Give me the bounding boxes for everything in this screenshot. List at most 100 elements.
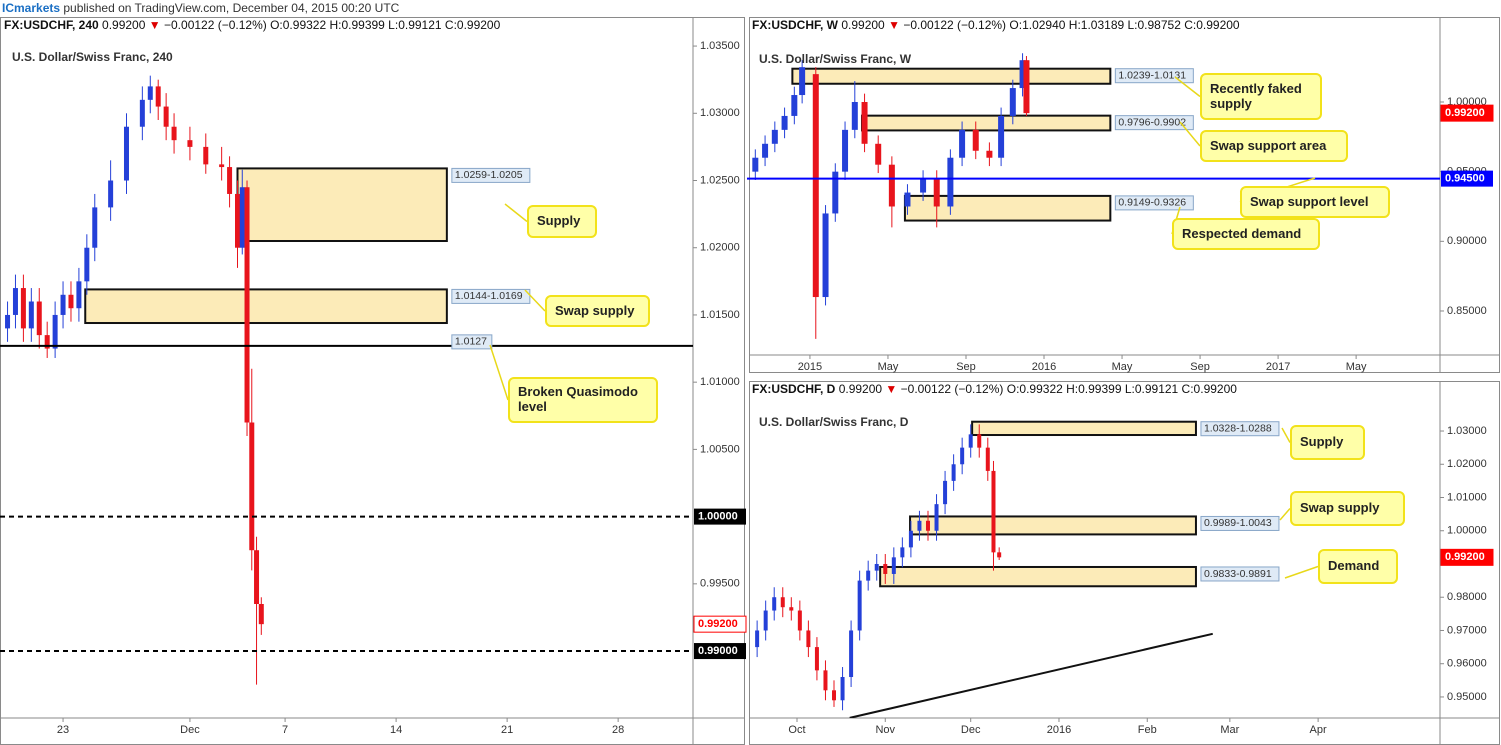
zone-label-box — [1200, 566, 1280, 582]
axis-tag-label: 0.99000 — [698, 645, 738, 657]
last-price: 0.99200 — [839, 382, 883, 396]
candle-body — [60, 294, 66, 315]
price-tag — [1440, 548, 1494, 566]
axis-tag — [1441, 170, 1493, 187]
x-tick-label: Sep — [956, 361, 976, 373]
candle-body — [874, 563, 879, 571]
candle-body — [244, 187, 250, 423]
x-tick-label: 7 — [282, 724, 288, 736]
x-tick-label: Sep — [1190, 361, 1210, 373]
callout-pointer — [1284, 565, 1319, 579]
candle-body — [781, 115, 788, 130]
x-tick-label: 2016 — [1047, 724, 1071, 736]
change-arrow: ▼ — [149, 18, 161, 32]
candle-body — [28, 301, 34, 329]
candle-body — [84, 247, 90, 282]
y-tick-label: 1.00000 — [1447, 525, 1487, 537]
zone-label-box — [451, 167, 531, 183]
callout: Supply — [527, 205, 597, 238]
x-tick-label: Feb — [1138, 724, 1157, 736]
zone-label: 1.0328-1.0288 — [1204, 422, 1272, 434]
candle-body — [908, 530, 913, 548]
last-price: 0.99200 — [102, 18, 146, 32]
candle-body — [822, 213, 829, 298]
level-label: 1.0127 — [455, 336, 487, 348]
candle-body — [840, 677, 845, 701]
candle-body — [891, 557, 896, 574]
callout: Swap support area — [1200, 130, 1348, 162]
candle-body — [258, 603, 264, 625]
zone-label: 0.9833-0.9891 — [1204, 568, 1272, 580]
candle-body — [44, 335, 50, 349]
y-tick-label: 1.02000 — [1447, 458, 1487, 470]
candle-body — [239, 187, 245, 248]
author: ICmarkets — [2, 1, 60, 15]
x-tick-label: May — [1112, 361, 1133, 373]
zone — [879, 565, 1197, 588]
candle-body — [780, 597, 785, 608]
symbol: FX:USDCHF, D — [752, 382, 836, 396]
chart-title: U.S. Dollar/Swiss Franc, W — [759, 52, 912, 66]
y-tick-label: 0.96000 — [1447, 658, 1487, 670]
candle-body — [849, 630, 854, 678]
candle-body — [187, 140, 193, 147]
plot — [752, 53, 1112, 339]
zone-label: 1.0239-1.0131 — [1118, 69, 1186, 81]
callout: Swap support level — [1240, 186, 1390, 218]
callout-pointer — [1281, 427, 1291, 443]
callout: Swap supply — [545, 295, 650, 327]
callout: Demand — [1318, 549, 1398, 584]
candle-body — [752, 157, 759, 172]
axis-tag — [694, 508, 746, 525]
x-tick-label: 2015 — [798, 361, 822, 373]
zone-label-box — [1114, 115, 1194, 131]
change-arrow: ▼ — [888, 18, 900, 32]
candle-body — [799, 67, 806, 96]
plot — [755, 420, 1213, 718]
y-tick-label: 1.00500 — [700, 443, 740, 455]
candle-body — [842, 129, 849, 172]
callout-pointer — [1179, 121, 1201, 147]
candle-body — [851, 101, 858, 130]
candle-body — [68, 294, 74, 309]
x-tick-label: 21 — [501, 724, 513, 736]
symbol: FX:USDCHF, 240 — [4, 18, 99, 32]
chart-title: U.S. Dollar/Swiss Franc, D — [759, 415, 909, 429]
candle-body — [163, 106, 169, 127]
change: −0.00122 (−0.12%) — [164, 18, 267, 32]
plot — [5, 75, 448, 685]
zone-label: 0.9989-1.0043 — [1204, 517, 1272, 529]
y-tick-label: 1.01000 — [1447, 491, 1487, 503]
axis-tag-label: 1.00000 — [698, 511, 738, 523]
candle-body — [934, 504, 939, 531]
candle-body — [925, 520, 930, 531]
candle-body — [861, 101, 868, 144]
y-tick-label: 0.99500 — [700, 578, 740, 590]
candle-body — [998, 115, 1005, 158]
zone-label-box — [1200, 515, 1280, 531]
candle-body — [254, 550, 260, 604]
zone-label-box — [1114, 195, 1194, 211]
trendline — [849, 632, 1213, 718]
x-tick-label: 28 — [612, 724, 624, 736]
candle-body — [888, 164, 895, 207]
x-tick-label: May — [878, 361, 899, 373]
zone-label-box — [1200, 421, 1280, 437]
y-tick-label: 0.97000 — [1447, 624, 1487, 636]
candle-body — [235, 193, 241, 248]
candle-body — [968, 434, 973, 448]
ohlc: O:1.02940 H:1.03189 L:0.98752 C:0.99200 — [1009, 18, 1240, 32]
price-tag — [1440, 104, 1494, 122]
candle-body — [147, 86, 153, 100]
x-tick-label: Dec — [180, 724, 200, 736]
callout-pointer — [489, 344, 509, 401]
x-tick-label: Apr — [1310, 724, 1327, 736]
change-arrow: ▼ — [885, 382, 897, 396]
price-tag-label: 0.99200 — [1445, 551, 1485, 563]
price-tag — [693, 615, 747, 633]
y-tick-label: 1.03000 — [700, 107, 740, 119]
candle-body — [1023, 60, 1030, 114]
chart-header: FX:USDCHF, W 0.99200 ▼ −0.00122 (−0.12%)… — [752, 18, 1240, 32]
candle-body — [772, 597, 777, 611]
x-tick-label: Nov — [875, 724, 895, 736]
